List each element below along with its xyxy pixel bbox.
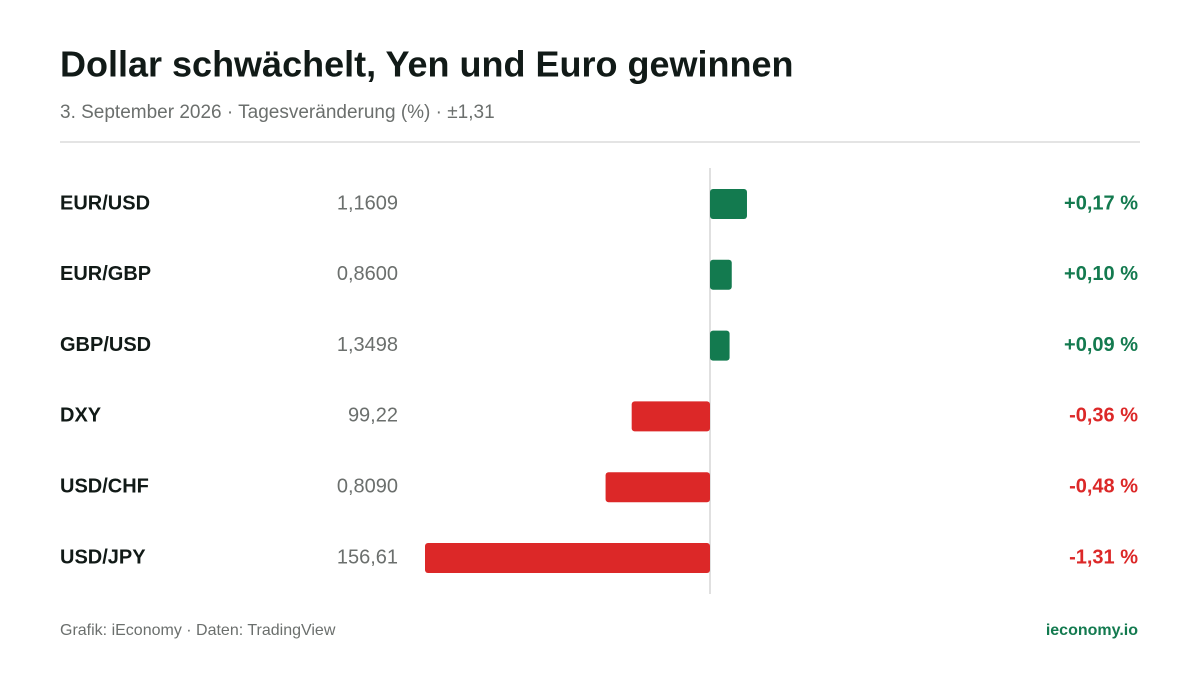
category-label: GBP/USD [60,334,151,356]
price-label: 1,3498 [337,334,398,356]
bar [605,472,710,503]
value-label: +0,10 % [1064,263,1138,285]
bar [710,259,732,290]
category-label: DXY [60,405,102,427]
category-label: EUR/USD [60,192,150,214]
bar [631,401,710,432]
value-label: -0,48 % [1069,475,1138,497]
price-label: 0,8600 [337,263,398,285]
bar [710,189,747,219]
price-label: 1,1609 [337,192,398,214]
source: Grafik: iEconomy · Daten: TradingView [60,622,336,639]
category-label: EUR/GBP [60,263,151,285]
price-label: 0,8090 [337,475,398,497]
category-label: USD/CHF [60,475,149,497]
value-label: +0,17 % [1064,192,1138,214]
chart-title: Dollar schwächelt, Yen und Euro gewinnen [60,44,793,85]
value-label: -0,36 % [1069,405,1138,427]
value-label: -1,31 % [1069,546,1138,568]
chart-subtitle: 3. September 2026 · Tagesveränderung (%)… [60,102,495,123]
brand: ieconomy.io [1046,622,1138,639]
bar [710,330,730,361]
value-label: +0,09 % [1064,334,1138,356]
price-label: 99,22 [348,405,398,427]
category-label: USD/JPY [60,546,146,568]
bar [425,543,710,573]
price-label: 156,61 [337,546,398,568]
